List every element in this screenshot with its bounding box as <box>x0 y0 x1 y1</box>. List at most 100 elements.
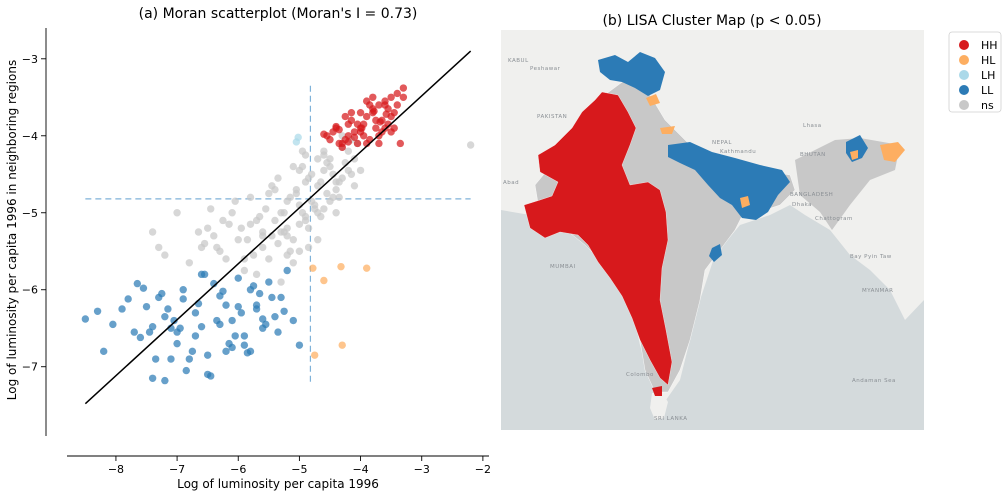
point-ns <box>243 235 252 244</box>
point-ll <box>142 302 151 311</box>
point-ns <box>335 193 343 202</box>
point-ns <box>323 189 331 198</box>
x-tick-label: −4 <box>352 463 368 476</box>
map-label-peshawar: Peshawar <box>530 66 561 72</box>
point-hh <box>344 138 353 146</box>
point-ns <box>295 220 304 229</box>
point-ns <box>314 209 322 217</box>
region-hh <box>523 91 673 386</box>
point-ns <box>332 185 340 194</box>
region-ll-north <box>598 52 665 96</box>
point-ns <box>225 220 233 229</box>
point-hh <box>372 124 380 132</box>
point-ns <box>271 216 279 225</box>
scatter-points <box>81 84 475 385</box>
point-ll <box>237 309 246 317</box>
map-label-sri-lanka: SRI LANKA <box>654 416 688 422</box>
point-ns <box>240 266 249 275</box>
point-ll <box>158 289 166 298</box>
point-ns <box>237 224 246 232</box>
point-ll <box>179 295 187 303</box>
point-ns <box>295 166 304 175</box>
point-ll <box>197 322 206 331</box>
point-ll <box>207 372 215 380</box>
point-ns <box>314 182 322 190</box>
map-label-kathmandu: Kathmandu <box>720 149 756 155</box>
map-label-bhutan: BHUTAN <box>800 152 826 158</box>
y-tick-label: −5 <box>22 207 38 220</box>
point-hl <box>309 264 317 272</box>
point-ns <box>265 189 273 198</box>
point-ns <box>289 235 297 244</box>
point-ll <box>182 366 190 375</box>
y-tick-label: −3 <box>22 53 38 66</box>
map-label-nepal: NEPAL <box>712 140 732 146</box>
point-ns <box>231 197 239 205</box>
legend: HH HL LH LL ns <box>948 31 1002 113</box>
map-label-kabul: KABUL <box>508 58 529 64</box>
map-label-mumbai: MUMBAI <box>550 264 576 270</box>
point-ll <box>277 293 285 302</box>
point-ll <box>130 328 138 336</box>
map-label-colombo: Colombo <box>626 372 654 378</box>
map-label-abad: Abad <box>503 180 519 186</box>
point-ll <box>148 322 157 331</box>
point-ns <box>185 259 194 267</box>
point-ll <box>164 305 172 313</box>
map-label-chattogram: Chattogram <box>815 216 853 222</box>
point-ns <box>332 209 340 217</box>
point-ll <box>173 339 181 348</box>
point-ns <box>265 255 273 263</box>
point-ll <box>161 376 169 385</box>
point-ns <box>304 174 313 182</box>
legend-marker-ns <box>959 100 969 110</box>
point-ll <box>225 339 233 348</box>
point-hh <box>387 93 395 101</box>
point-ll <box>188 347 197 356</box>
map-label-bangladesh: BANGLADESH <box>790 192 833 198</box>
point-ll <box>243 349 252 357</box>
region-hl-central <box>740 196 750 208</box>
point-ns <box>246 220 255 229</box>
point-hh <box>399 93 408 101</box>
point-hh <box>347 116 356 125</box>
point-ns <box>304 224 313 232</box>
point-hh <box>356 108 365 117</box>
point-ns <box>286 193 294 202</box>
map-label-myanmar: MYANMAR <box>862 288 893 294</box>
point-ll <box>81 315 90 323</box>
x-ticks: −8 −7 −6 −5 −4 −3 −2 <box>108 456 491 476</box>
point-ns <box>259 243 267 252</box>
point-ns <box>222 255 230 263</box>
point-ll <box>197 270 206 279</box>
region-hl-northeast-2 <box>850 150 858 160</box>
point-ns <box>194 228 203 236</box>
x-tick-label: −6 <box>230 463 246 476</box>
point-ll <box>109 320 117 329</box>
point-ll <box>240 332 249 340</box>
y-tick-label: −4 <box>22 130 38 143</box>
point-ns <box>252 270 261 279</box>
point-hh <box>350 133 359 142</box>
region-hl-north-2 <box>660 126 675 134</box>
point-ns <box>213 243 221 252</box>
point-ns <box>289 162 297 171</box>
point-ns <box>274 174 282 182</box>
point-ns <box>326 197 334 205</box>
point-ll <box>234 274 242 282</box>
point-ll <box>255 289 264 298</box>
point-ll <box>246 286 255 294</box>
point-ns <box>262 205 270 213</box>
point-hl <box>362 264 371 272</box>
point-ns <box>274 239 282 248</box>
point-ll <box>170 316 178 325</box>
point-ns <box>320 205 328 213</box>
point-ll <box>118 305 126 313</box>
point-ll <box>280 307 288 315</box>
point-hl <box>338 341 346 349</box>
map-label-bay-pyin-taw: Bay Pyin Taw <box>850 254 892 260</box>
point-hh <box>366 135 374 144</box>
point-ns <box>289 259 297 267</box>
point-hh <box>344 132 353 140</box>
